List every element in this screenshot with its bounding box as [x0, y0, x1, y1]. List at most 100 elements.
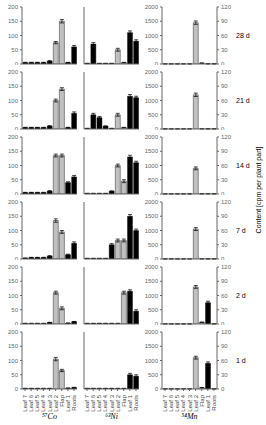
svg-text:Leaf 3: Leaf 3: [187, 394, 193, 411]
svg-text:1000: 1000: [145, 33, 159, 39]
svg-text:Flap: Flap: [199, 394, 205, 406]
svg-text:2000: 2000: [145, 69, 159, 75]
svg-text:Leaf 4: Leaf 4: [102, 394, 108, 411]
svg-text:150: 150: [8, 278, 19, 284]
svg-text:0: 0: [221, 256, 225, 260]
svg-text:150: 150: [8, 148, 19, 154]
svg-text:30: 30: [221, 177, 228, 183]
svg-text:Leaf 4: Leaf 4: [180, 394, 186, 411]
svg-text:500: 500: [148, 372, 159, 378]
svg-text:500: 500: [148, 307, 159, 313]
svg-text:1000: 1000: [145, 358, 159, 364]
svg-text:100: 100: [8, 98, 19, 104]
svg-text:0: 0: [155, 191, 159, 195]
svg-text:1500: 1500: [145, 343, 159, 349]
svg-text:Leaf 5: Leaf 5: [96, 394, 102, 411]
svg-text:100: 100: [8, 228, 19, 234]
svg-text:100: 100: [8, 33, 19, 39]
svg-text:2000: 2000: [145, 264, 159, 270]
svg-text:200: 200: [8, 199, 19, 205]
svg-text:150: 150: [8, 213, 19, 219]
svg-text:1500: 1500: [145, 278, 159, 284]
svg-text:Roots: Roots: [211, 395, 217, 411]
svg-text:100: 100: [8, 163, 19, 169]
svg-text:Roots: Roots: [71, 395, 77, 411]
svg-text:50: 50: [11, 47, 18, 53]
svg-text:50: 50: [11, 242, 18, 248]
svg-text:30: 30: [221, 47, 228, 53]
svg-text:0: 0: [155, 256, 159, 260]
svg-text:60: 60: [221, 98, 228, 104]
svg-text:30: 30: [221, 307, 228, 313]
svg-text:Leaf 3: Leaf 3: [109, 394, 115, 411]
svg-text:500: 500: [148, 112, 159, 118]
svg-text:Leaf 1: Leaf 1: [205, 394, 211, 411]
svg-text:Leaf 7: Leaf 7: [162, 394, 168, 411]
svg-text:200: 200: [8, 4, 19, 10]
svg-text:150: 150: [8, 18, 19, 24]
svg-text:90: 90: [221, 148, 228, 154]
svg-text:0: 0: [221, 386, 225, 392]
svg-text:Leaf 6: Leaf 6: [28, 394, 34, 411]
svg-text:Leaf 6: Leaf 6: [168, 394, 174, 411]
svg-text:2000: 2000: [145, 4, 159, 10]
svg-text:90: 90: [221, 83, 228, 89]
svg-text:60: 60: [221, 228, 228, 234]
svg-text:2000: 2000: [145, 199, 159, 205]
svg-text:Leaf 2: Leaf 2: [115, 394, 121, 411]
svg-text:30: 30: [221, 372, 228, 378]
svg-text:0: 0: [221, 321, 225, 325]
svg-text:1000: 1000: [145, 228, 159, 234]
svg-text:30: 30: [221, 242, 228, 248]
svg-text:0: 0: [155, 61, 159, 65]
svg-text:1000: 1000: [145, 163, 159, 169]
svg-text:0: 0: [15, 126, 19, 130]
svg-text:0: 0: [15, 191, 19, 195]
svg-text:Leaf 6: Leaf 6: [90, 394, 96, 411]
svg-text:120: 120: [221, 264, 232, 270]
svg-text:2000: 2000: [145, 134, 159, 140]
svg-text:Roots: Roots: [133, 395, 139, 411]
svg-text:200: 200: [8, 134, 19, 140]
svg-text:1500: 1500: [145, 18, 159, 24]
svg-text:Leaf 2: Leaf 2: [193, 394, 199, 411]
svg-text:90: 90: [221, 278, 228, 284]
svg-text:1500: 1500: [145, 213, 159, 219]
svg-text:60: 60: [221, 293, 228, 299]
svg-text:500: 500: [148, 177, 159, 183]
svg-text:60: 60: [221, 33, 228, 39]
svg-text:120: 120: [221, 329, 232, 335]
svg-text:50: 50: [11, 177, 18, 183]
svg-text:0: 0: [155, 321, 159, 325]
svg-text:Leaf 5: Leaf 5: [34, 394, 40, 411]
svg-text:200: 200: [8, 69, 19, 75]
svg-text:120: 120: [221, 69, 232, 75]
svg-text:0: 0: [15, 321, 19, 325]
svg-text:0: 0: [221, 191, 225, 195]
svg-text:Leaf 4: Leaf 4: [40, 394, 46, 411]
svg-text:50: 50: [11, 307, 18, 313]
svg-text:1500: 1500: [145, 148, 159, 154]
svg-text:Flap: Flap: [121, 394, 127, 406]
svg-text:200: 200: [8, 329, 19, 335]
svg-text:90: 90: [221, 18, 228, 24]
svg-text:90: 90: [221, 343, 228, 349]
svg-text:100: 100: [8, 293, 19, 299]
svg-text:0: 0: [15, 386, 19, 392]
svg-text:2000: 2000: [145, 329, 159, 335]
svg-text:60: 60: [221, 163, 228, 169]
svg-text:150: 150: [8, 83, 19, 89]
svg-text:500: 500: [148, 242, 159, 248]
svg-text:500: 500: [148, 47, 159, 53]
svg-text:Flap: Flap: [59, 394, 65, 406]
svg-text:120: 120: [221, 134, 232, 140]
svg-text:200: 200: [8, 264, 19, 270]
svg-text:60: 60: [221, 358, 228, 364]
svg-text:Leaf 3: Leaf 3: [47, 394, 53, 411]
svg-text:Leaf 5: Leaf 5: [174, 394, 180, 411]
svg-text:0: 0: [221, 126, 225, 130]
svg-text:150: 150: [8, 343, 19, 349]
svg-text:100: 100: [8, 358, 19, 364]
svg-text:120: 120: [221, 199, 232, 205]
svg-text:0: 0: [155, 386, 159, 392]
